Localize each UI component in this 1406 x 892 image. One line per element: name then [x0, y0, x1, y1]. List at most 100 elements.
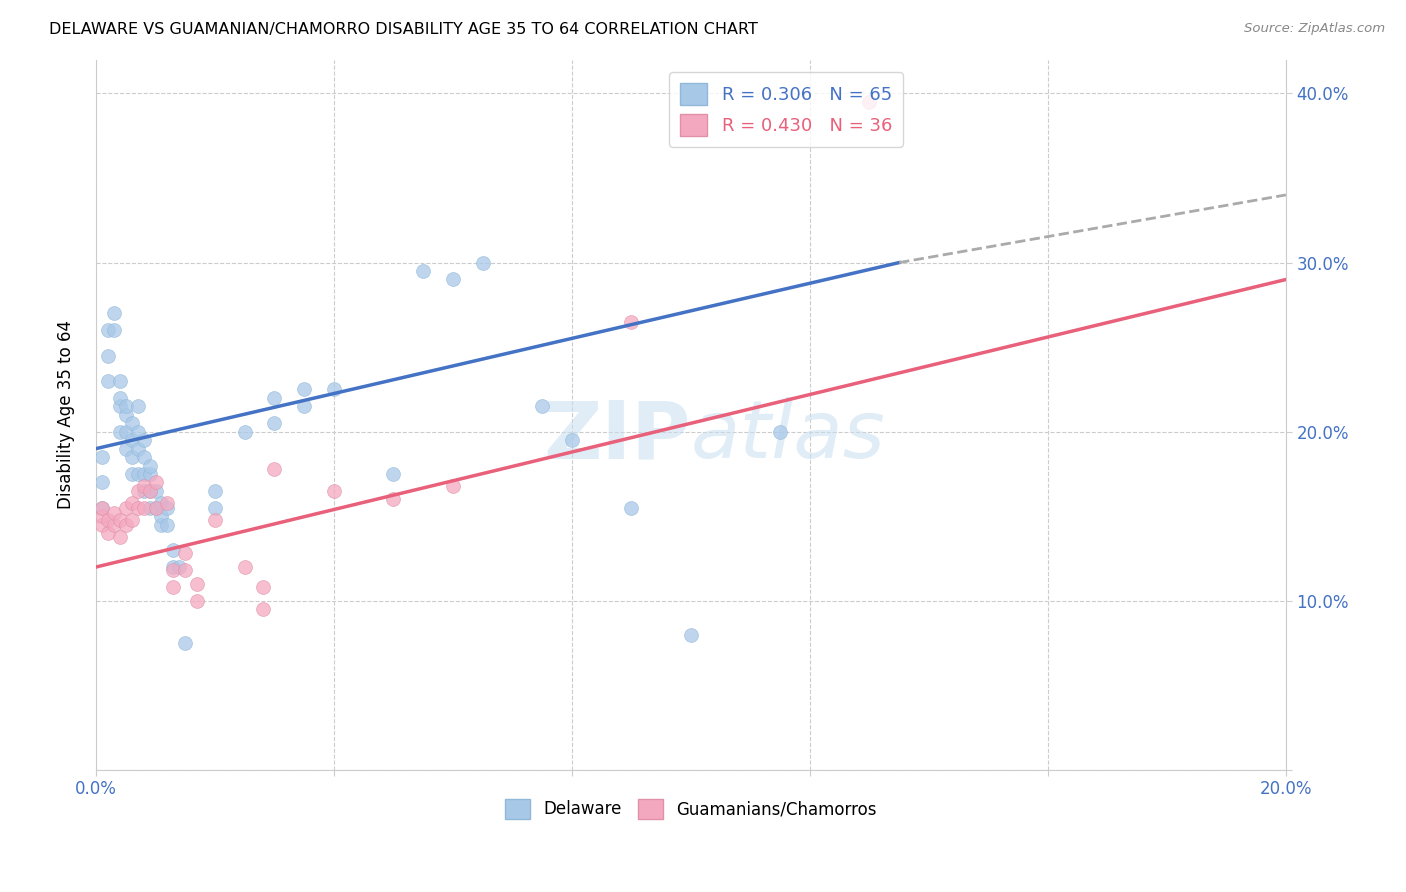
Point [441, 479, 464, 493]
Point [121, 417, 143, 431]
Legend: Delaware, Guamanians/Chamorros: Delaware, Guamanians/Chamorros [498, 792, 884, 826]
Point [97, 513, 120, 527]
Point [132, 500, 155, 515]
Point [561, 433, 583, 447]
Point [121, 513, 143, 527]
Point [138, 467, 160, 481]
Point [769, 425, 792, 439]
Point [132, 450, 155, 464]
Text: Source: ZipAtlas.com: Source: ZipAtlas.com [1244, 22, 1385, 36]
Text: atlas: atlas [690, 397, 886, 475]
Point [91, 500, 114, 515]
Point [108, 391, 131, 405]
Point [91, 509, 114, 524]
Point [121, 496, 143, 510]
Point [382, 467, 405, 481]
Point [138, 483, 160, 498]
Point [97, 349, 120, 363]
Point [114, 500, 136, 515]
Y-axis label: Disability Age 35 to 64: Disability Age 35 to 64 [58, 320, 75, 509]
Point [162, 560, 184, 574]
Point [679, 628, 702, 642]
Point [162, 580, 184, 594]
Point [204, 513, 226, 527]
Point [132, 479, 155, 493]
Point [145, 500, 167, 515]
Point [531, 400, 554, 414]
Text: DELAWARE VS GUAMANIAN/CHAMORRO DISABILITY AGE 35 TO 64 CORRELATION CHART: DELAWARE VS GUAMANIAN/CHAMORRO DISABILIT… [49, 22, 758, 37]
Point [162, 543, 184, 558]
Point [91, 450, 114, 464]
Point [156, 500, 179, 515]
Point [103, 323, 125, 337]
Point [145, 500, 167, 515]
Point [108, 374, 131, 388]
Point [174, 547, 197, 561]
Point [292, 383, 315, 397]
Point [103, 306, 125, 320]
Point [127, 500, 149, 515]
Point [150, 517, 173, 532]
Point [127, 400, 149, 414]
Point [169, 560, 191, 574]
Point [323, 383, 346, 397]
Point [620, 315, 643, 329]
Point [263, 391, 285, 405]
Point [132, 467, 155, 481]
Point [127, 467, 149, 481]
Point [292, 400, 315, 414]
Point [252, 602, 274, 616]
Point [233, 560, 256, 574]
Point [132, 483, 155, 498]
Point [156, 496, 179, 510]
Point [204, 500, 226, 515]
Point [263, 462, 285, 476]
Point [138, 458, 160, 473]
Point [620, 500, 643, 515]
Point [127, 483, 149, 498]
Point [441, 272, 464, 286]
Point [103, 506, 125, 520]
Point [121, 450, 143, 464]
Point [127, 425, 149, 439]
Point [108, 400, 131, 414]
Point [108, 425, 131, 439]
Point [145, 475, 167, 490]
Point [412, 264, 434, 278]
Point [150, 496, 173, 510]
Point [382, 492, 405, 507]
Point [186, 594, 208, 608]
Point [127, 442, 149, 456]
Point [858, 95, 880, 109]
Point [108, 530, 131, 544]
Point [108, 513, 131, 527]
Point [97, 374, 120, 388]
Point [162, 563, 184, 577]
Point [263, 417, 285, 431]
Point [204, 483, 226, 498]
Point [145, 483, 167, 498]
Point [252, 580, 274, 594]
Point [150, 509, 173, 524]
Point [132, 433, 155, 447]
Point [114, 400, 136, 414]
Point [233, 425, 256, 439]
Point [91, 517, 114, 532]
Point [91, 500, 114, 515]
Point [121, 433, 143, 447]
Point [323, 483, 346, 498]
Point [121, 467, 143, 481]
Point [97, 526, 120, 541]
Point [114, 408, 136, 422]
Point [114, 442, 136, 456]
Point [91, 475, 114, 490]
Point [103, 517, 125, 532]
Point [471, 255, 494, 269]
Point [114, 517, 136, 532]
Point [156, 517, 179, 532]
Point [174, 636, 197, 650]
Point [114, 425, 136, 439]
Point [186, 577, 208, 591]
Point [174, 563, 197, 577]
Point [138, 500, 160, 515]
